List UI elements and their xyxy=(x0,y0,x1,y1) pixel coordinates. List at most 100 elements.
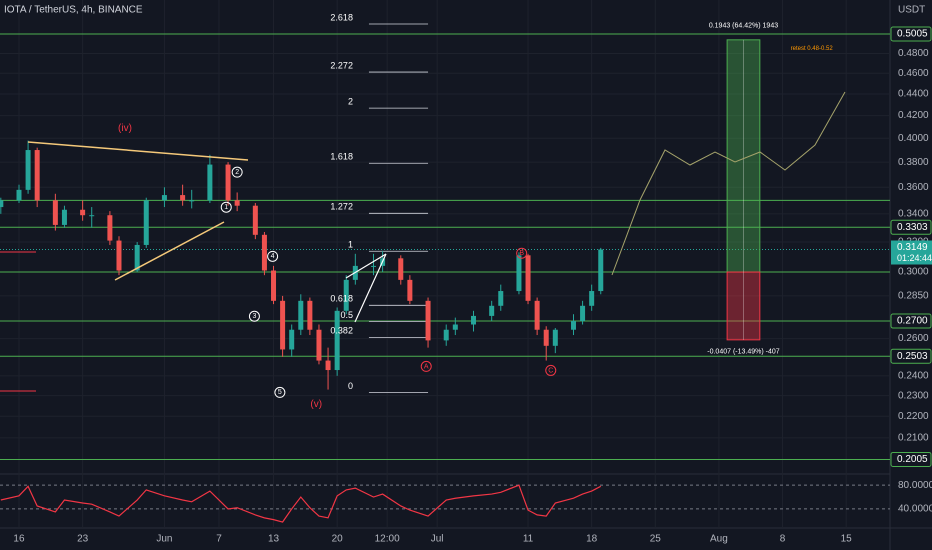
level-label-box xyxy=(890,348,932,364)
level-label: 0.5005 xyxy=(897,29,928,40)
wave-circle xyxy=(420,360,432,372)
trendline xyxy=(114,221,225,281)
x-tick-label: 23 xyxy=(77,534,89,545)
candle-body xyxy=(271,270,277,301)
candle-body xyxy=(52,200,58,225)
x-tick-label: 7 xyxy=(216,534,222,545)
price-label: 0.3149 xyxy=(897,242,928,253)
candle-body xyxy=(525,255,531,301)
level-label-box xyxy=(890,219,932,235)
candle-body xyxy=(425,300,431,341)
y-tick-label: 0.2100 xyxy=(898,433,929,444)
y-tick-label: 0.3000 xyxy=(898,267,929,278)
candle-body xyxy=(307,300,313,330)
currency: USDT xyxy=(898,5,925,16)
trendline xyxy=(27,141,249,161)
x-tick-label: 25 xyxy=(650,534,662,545)
x-tick-label: 20 xyxy=(332,534,344,545)
trendline xyxy=(345,253,387,279)
y-tick-label: 0.2400 xyxy=(898,370,929,381)
candle-body xyxy=(225,164,231,201)
wave-circle xyxy=(220,201,232,213)
y-tick-label: 0.4000 xyxy=(898,133,929,144)
fib-label: 1 xyxy=(348,240,353,250)
x-tick-label: Jul xyxy=(431,534,444,545)
candle-body xyxy=(570,321,576,330)
y-tick-label: 0.4400 xyxy=(898,89,929,100)
x-tick-label: 16 xyxy=(13,534,25,545)
fib-label: 1.618 xyxy=(330,152,353,162)
candle-body xyxy=(280,300,286,350)
candle-body xyxy=(25,150,31,190)
wave-label: (iv) xyxy=(118,123,132,134)
candle-body xyxy=(398,258,404,280)
candle-body xyxy=(189,200,195,202)
wave-circle xyxy=(516,247,528,259)
candle-body xyxy=(498,291,504,306)
fib-label: 0 xyxy=(348,381,353,391)
candle-body xyxy=(543,329,549,346)
wave-label: 2 xyxy=(235,169,239,176)
candle-body xyxy=(534,300,540,330)
y-tick-label: 0.2200 xyxy=(898,411,929,422)
countdown: 01:24:44 xyxy=(897,253,932,263)
candle-body xyxy=(325,360,331,371)
wave-label: B xyxy=(519,250,524,257)
chart-title: IOTA / TetherUS, 4h, BINANCE xyxy=(4,5,143,16)
marks xyxy=(0,39,761,523)
candle-body xyxy=(407,279,413,301)
candle-body xyxy=(334,310,340,371)
candle-body xyxy=(589,291,595,306)
rsi-tick-label: 40.0000 xyxy=(898,504,932,515)
stop-text: -0.0407 (-13.49%) -407 xyxy=(707,349,779,356)
x-tick-label: 13 xyxy=(268,534,280,545)
wave-label: (v) xyxy=(310,399,322,410)
level-label-box xyxy=(890,26,932,42)
fib-label: 0.618 xyxy=(330,294,353,304)
y-tick-label: 0.4800 xyxy=(898,48,929,59)
candle-body xyxy=(89,215,95,217)
x-tick-label: 11 xyxy=(523,534,534,545)
note: retest 0.48-0.52 xyxy=(791,46,834,52)
y-tick-label: 0.3600 xyxy=(898,182,929,193)
y-tick-label: 0.2850 xyxy=(898,291,929,302)
candle-body xyxy=(261,234,267,271)
x-tick-label: 8 xyxy=(780,534,786,545)
wave-label: 1 xyxy=(224,204,228,211)
x-tick-label: 18 xyxy=(586,534,598,545)
wave-circle xyxy=(545,364,557,376)
candle-body xyxy=(580,305,586,322)
y-tick-label: 0.4600 xyxy=(898,68,929,79)
candle-body xyxy=(16,189,22,201)
x-tick-label: 12:00 xyxy=(375,534,400,545)
x-tick-label: Jun xyxy=(156,534,172,545)
x-tick-label: 15 xyxy=(841,534,853,545)
level-label: 0.3303 xyxy=(897,222,928,233)
candle-body xyxy=(80,209,86,216)
candle-body xyxy=(470,315,476,325)
wave-label: 5 xyxy=(278,389,282,396)
candle-body xyxy=(61,209,67,225)
candle-body xyxy=(343,279,349,311)
candle-body xyxy=(0,200,4,208)
rsi-tick-label: 80.0000 xyxy=(898,480,932,491)
fib-label: 0.382 xyxy=(330,326,353,336)
candle-body xyxy=(234,200,240,206)
candle-body xyxy=(116,240,122,271)
y-tick-label: 0.2300 xyxy=(898,390,929,401)
wave-label: 4 xyxy=(271,253,275,260)
rsi-line xyxy=(0,484,602,523)
candle-body xyxy=(443,329,449,341)
candle-body xyxy=(134,244,140,271)
y-tick-label: 0.3400 xyxy=(898,208,929,219)
candle-body xyxy=(598,249,604,292)
fib-label: 2 xyxy=(348,96,353,106)
candle-body xyxy=(161,195,167,201)
candle-body xyxy=(107,215,113,241)
y-tick-label: 0.2600 xyxy=(898,333,929,344)
wave-circle xyxy=(248,310,260,322)
level-label: 0.2005 xyxy=(897,454,928,465)
candle-body xyxy=(552,329,558,346)
